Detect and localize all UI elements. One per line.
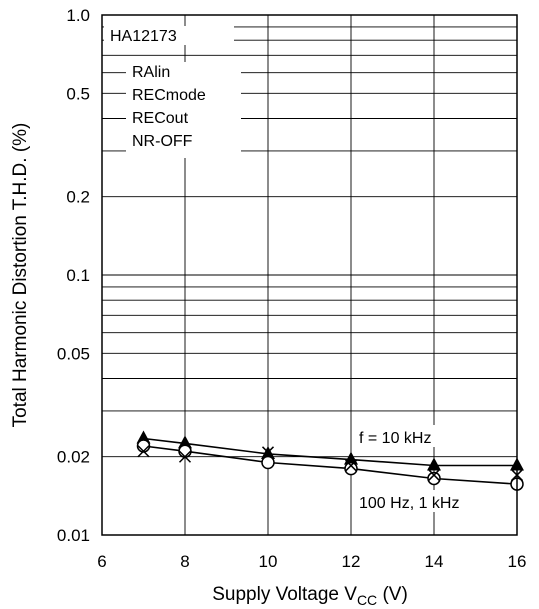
x-marker (137, 445, 150, 458)
x-axis-title: Supply Voltage VCC (V) (212, 584, 408, 608)
y-tick-label: 0.05 (57, 344, 90, 363)
y-axis-title: Total Harmonic Distortion T.H.D. (%) (10, 123, 31, 428)
series-line (143, 437, 517, 467)
x-tick-label: 10 (259, 552, 278, 571)
y-tick-label: 0.5 (66, 84, 90, 103)
x-tick-label: 6 (97, 552, 106, 571)
triangle-marker (178, 435, 192, 449)
series-label-10khz: f = 10 kHz (359, 430, 431, 447)
series-label-100hz-1khz: 100 Hz, 1 kHz (359, 495, 459, 512)
condition-nr-off: NR-OFF (132, 133, 193, 150)
x-tick-label: 16 (508, 552, 527, 571)
circle-marker (344, 461, 358, 476)
y-tick-label: 0.01 (57, 526, 90, 545)
y-tick-label: 0.1 (66, 266, 90, 285)
x-tick-label: 8 (180, 552, 189, 571)
x-tick-label: 12 (342, 552, 361, 571)
device-label: HA12173 (110, 28, 177, 45)
series-line (143, 445, 518, 485)
x-marker (427, 469, 441, 482)
condition-ralin: RAlin (132, 64, 170, 81)
y-tick-label: 0.2 (66, 188, 90, 207)
plot-frame (101, 14, 518, 536)
x-marker (261, 446, 275, 459)
condition-recout: RECout (132, 110, 189, 127)
y-tick-label: 1.0 (66, 6, 90, 25)
tick-labels: 6 8 10 12 14 16 1.0 0.5 0.2 0.1 0.05 0.02 0.01 (57, 6, 527, 571)
condition-recmode: RECmode (132, 87, 206, 104)
circle-marker (178, 444, 192, 458)
condition-annotation: HA12173 RAlin RECmode RECout NR-OFF (104, 26, 241, 158)
series-layer (136, 430, 524, 491)
circle-marker (427, 471, 441, 486)
y-tick-label: 0.02 (57, 448, 90, 467)
x-marker (344, 459, 358, 472)
circle-marker (261, 455, 275, 470)
x-tick-label: 14 (425, 552, 444, 571)
x-marker (178, 450, 192, 463)
triangle-marker (427, 457, 441, 471)
